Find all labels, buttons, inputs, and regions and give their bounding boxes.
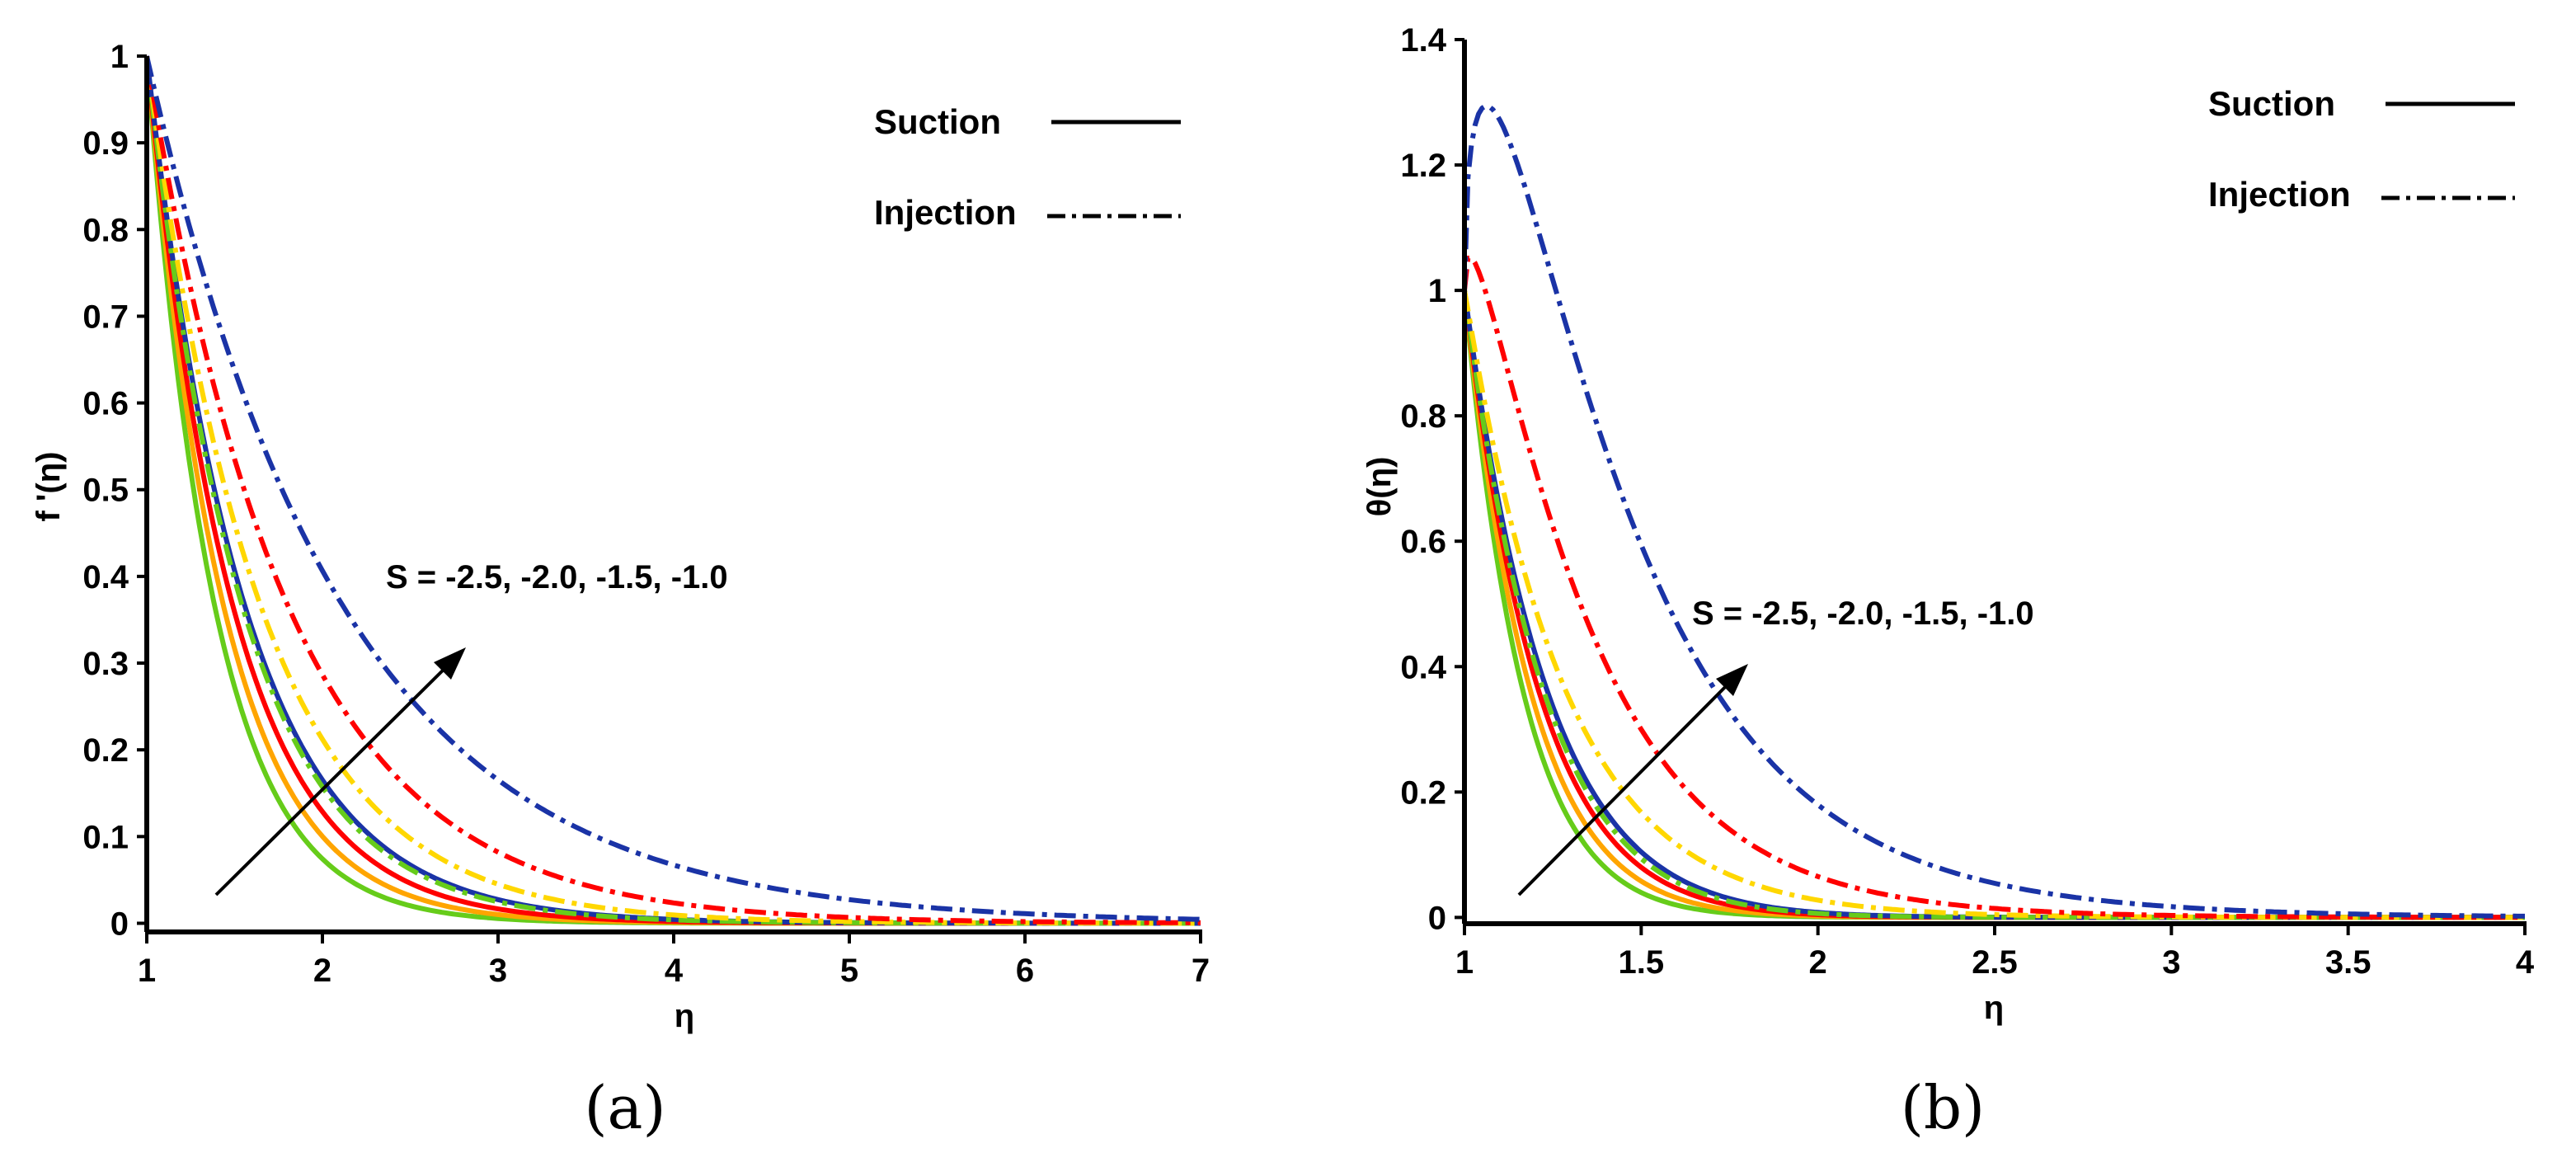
panel-a-arrow [214, 654, 459, 896]
panel-b-legend-injection: Injection [2208, 175, 2351, 214]
panel-b-legend-suction: Suction [2208, 84, 2335, 123]
panel-b: 1 1.5 2 2.5 3 3.5 4 0 0.2 0.4 0.6 0.8 1 1.2 1.4 η θ(η)… [1361, 22, 2535, 1142]
panel-a-x-tick-label: 1 [138, 953, 156, 989]
panel-a-x-tick-label: 7 [1192, 953, 1210, 989]
panel-b-y-tick-label: 1.4 [1400, 22, 1446, 59]
panel-a-y-tick-label: 0.8 [82, 212, 129, 248]
panel-a-series-suction-4 [144, 55, 1201, 926]
panel-a-axes: 1 2 3 4 5 6 7 0 0.1 0.2 0.3 0.4 0.5 0.6 0.7 0.8 0.9 1 [82, 39, 1210, 989]
panel-a-series-suction-1 [144, 55, 1201, 926]
panel-a-x-tick-label: 3 [489, 953, 507, 989]
panel-a-series-suction-3 [144, 55, 1201, 926]
panel-a-ylabel: f '(η) [31, 451, 67, 521]
panel-a-legend-suction: Suction [874, 102, 1001, 141]
panel-a-xlabel: η [675, 998, 694, 1034]
panel-b-arrowhead [1716, 664, 1748, 696]
panel-a-y-tick-label: 0.5 [82, 473, 129, 509]
panel-b-y-tick-label: 0 [1428, 900, 1446, 936]
panel-a-y-tick-label: 1 [110, 39, 129, 75]
panel-a-series-injection-3 [144, 55, 1201, 925]
panel-a-x-tick-label: 4 [665, 953, 684, 989]
panel-a-y-tick-label: 0.1 [82, 819, 129, 855]
panel-a-curves [144, 55, 1201, 926]
panel-a-label: (a) [584, 1073, 665, 1142]
panel-b-x-tick-label: 4 [2516, 944, 2535, 981]
panel-b-x-tick-label: 3.5 [2325, 944, 2372, 981]
panel-a: 1 2 3 4 5 6 7 0 0.1 0.2 0.3 0.4 0.5 0.6 0.7 0.8 0.9 1 η f… [31, 39, 1210, 1142]
panel-a-y-tick-label: 0.2 [82, 732, 129, 769]
panel-a-x-tick-label: 2 [313, 953, 331, 989]
panel-a-series-injection-2 [144, 55, 1201, 926]
panel-b-x-tick-label: 1 [1455, 944, 1474, 981]
panel-b-y-tick-label: 1.2 [1400, 148, 1446, 184]
panel-a-legend-injection: Injection [874, 193, 1017, 232]
panel-b-y-tick-label: 1 [1428, 273, 1446, 309]
panel-a-annotation: S = -2.5, -2.0, -1.5, -1.0 [386, 559, 728, 595]
panel-b-y-tick-label: 0.6 [1400, 524, 1446, 560]
panel-a-series-suction-2 [144, 55, 1201, 926]
panel-a-y-tick-label: 0.6 [82, 386, 129, 422]
panel-a-y-tick-label: 0.3 [82, 646, 129, 682]
panel-b-annotation: S = -2.5, -2.0, -1.5, -1.0 [1692, 595, 2034, 632]
panel-a-y-tick-label: 0 [110, 906, 129, 942]
panel-b-label: (b) [1901, 1073, 1985, 1142]
panel-b-x-tick-label: 1.5 [1619, 944, 1665, 981]
panel-b-curves [1462, 103, 2525, 920]
panel-a-series-injection-1 [144, 55, 1201, 926]
panel-b-series-injection-3 [1462, 255, 2525, 920]
panel-b-legend: Suction Injection [2208, 84, 2515, 214]
panel-b-x-tick-label: 2.5 [1972, 944, 2018, 981]
panel-b-xlabel: η [1984, 990, 2004, 1026]
panel-a-x-tick-label: 5 [840, 953, 858, 989]
panel-a-y-tick-label: 0.4 [82, 559, 129, 595]
panel-a-legend: Suction Injection [874, 102, 1181, 232]
panel-b-x-tick-label: 3 [2162, 944, 2180, 981]
panel-b-y-tick-label: 0.2 [1400, 774, 1446, 811]
panel-b-y-tick-label: 0.4 [1400, 649, 1446, 685]
panel-a-y-tick-label: 0.9 [82, 125, 129, 162]
panel-b-arrow [1517, 671, 1742, 896]
panel-a-y-tick-label: 0.7 [82, 299, 129, 335]
panel-b-y-tick-label: 0.8 [1400, 398, 1446, 435]
panel-a-x-tick-label: 6 [1016, 953, 1034, 989]
panel-b-x-tick-label: 2 [1809, 944, 1827, 981]
panel-b-series-injection-4 [1462, 103, 2525, 919]
panel-b-ylabel: θ(η) [1361, 457, 1398, 517]
panel-a-series-injection-4 [144, 55, 1201, 922]
panel-a-arrowhead [434, 647, 466, 680]
panel-b-axes: 1 1.5 2 2.5 3 3.5 4 0 0.2 0.4 0.6 0.8 1 1.2 1.4 [1400, 22, 2534, 981]
